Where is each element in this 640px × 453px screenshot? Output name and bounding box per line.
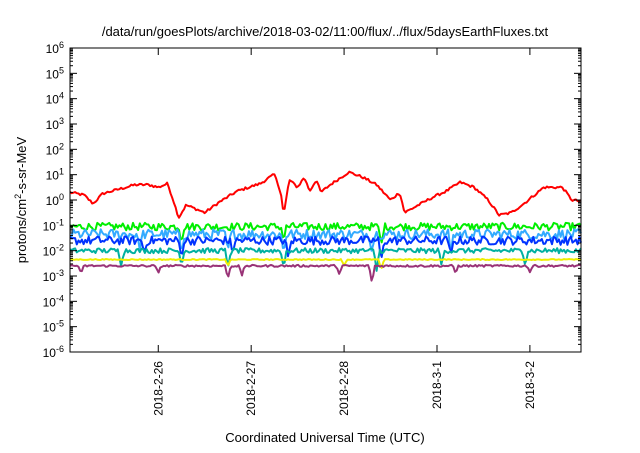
series-line-2 xyxy=(69,228,582,252)
series-layer xyxy=(69,170,582,282)
series-line-6 xyxy=(69,263,582,282)
y-tick-label: 10-5 xyxy=(43,319,64,335)
x-tick-label: 2018-3-1 xyxy=(430,361,444,409)
y-tick-label: 10-3 xyxy=(43,268,64,284)
y-tick-label: 105 xyxy=(46,65,64,81)
y-tick-label: 10-1 xyxy=(43,217,64,233)
y-tick-label: 101 xyxy=(46,167,64,183)
axes-layer: 10-6 10-5 10-4 10-3 10-2 10-1 100 101 102 103 104 1… xyxy=(43,40,581,416)
x-tick-label: 2018-2-26 xyxy=(151,361,165,416)
series-line-1 xyxy=(69,221,582,244)
x-axis-label: Coordinated Universal Time (UTC) xyxy=(225,430,424,445)
y-tick-label: 104 xyxy=(46,91,64,107)
series-line-4 xyxy=(69,247,582,272)
series-line-3 xyxy=(69,235,582,258)
y-tick-label: 10-4 xyxy=(43,293,64,309)
y-tick-label: 102 xyxy=(46,141,64,157)
chart-title: /data/run/goesPlots/archive/2018-03-02/1… xyxy=(102,24,549,39)
y-tick-label: 100 xyxy=(46,192,64,208)
series-line-5 xyxy=(69,258,581,269)
y-tick-label: 106 xyxy=(46,40,64,56)
x-tick-label: 2018-2-27 xyxy=(244,361,258,416)
y-tick-label: 103 xyxy=(46,116,64,132)
y-tick-label: 10-2 xyxy=(43,243,64,259)
plot-frame xyxy=(69,47,582,353)
series-line-0 xyxy=(69,170,582,219)
y-axis-label: protons/cm2-s-sr-MeV xyxy=(13,136,29,263)
x-tick-label: 2018-2-28 xyxy=(337,361,351,416)
y-tick-label: 10-6 xyxy=(43,344,64,360)
x-tick-label: 2018-3-2 xyxy=(523,361,537,409)
